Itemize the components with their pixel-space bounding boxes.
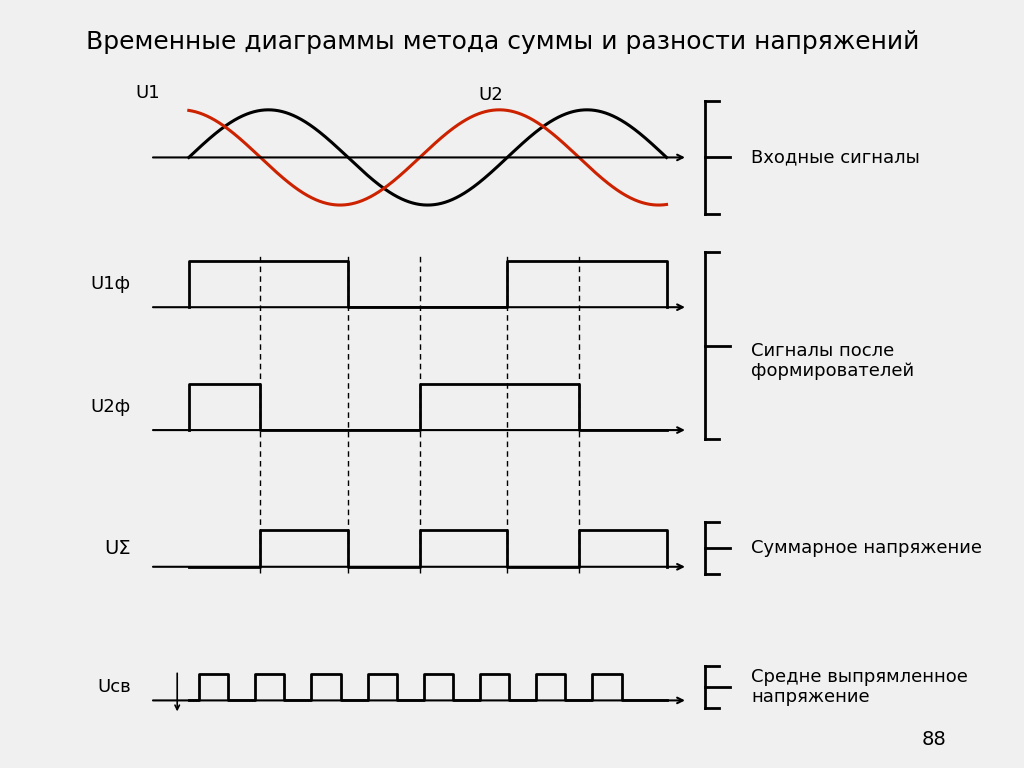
Text: U1: U1	[136, 84, 161, 102]
Text: Средне выпрямленное
напряжение: Средне выпрямленное напряжение	[752, 667, 969, 707]
Text: Uсв: Uсв	[97, 678, 131, 696]
Text: Входные сигналы: Входные сигналы	[752, 148, 921, 167]
Text: 88: 88	[922, 730, 946, 749]
Text: Сигналы после
формирователей: Сигналы после формирователей	[752, 342, 914, 380]
Text: UΣ: UΣ	[104, 539, 131, 558]
Text: U2ф: U2ф	[91, 398, 131, 416]
Text: U2: U2	[478, 86, 503, 104]
Text: U1ф: U1ф	[91, 275, 131, 293]
Text: Временные диаграммы метода суммы и разности напряжений: Временные диаграммы метода суммы и разно…	[86, 30, 920, 55]
Text: Суммарное напряжение: Суммарное напряжение	[752, 539, 982, 558]
